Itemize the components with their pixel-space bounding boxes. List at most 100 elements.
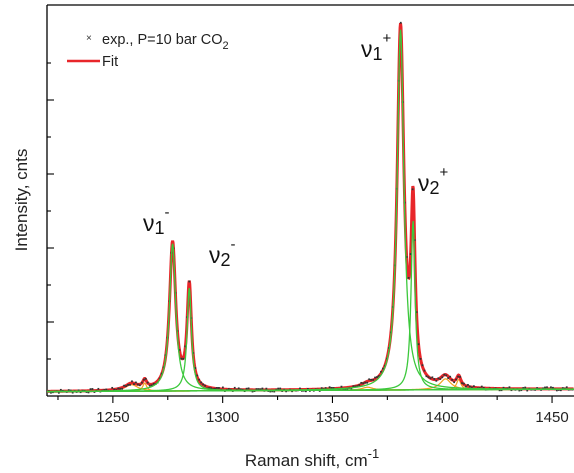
experimental-point (465, 385, 467, 388)
experimental-point (445, 374, 448, 377)
main-component-curve (47, 220, 574, 393)
experimental-point (71, 391, 74, 394)
experimental-points (47, 21, 574, 394)
experimental-point (261, 387, 264, 390)
experimental-point (461, 382, 463, 385)
experimental-point (180, 357, 183, 360)
experimental-point (472, 385, 475, 388)
experimental-point (482, 386, 485, 389)
experimental-point (350, 387, 353, 390)
experimental-point (332, 387, 335, 389)
x-tick-label: 1250 (96, 409, 129, 426)
experimental-point (273, 390, 276, 393)
experimental-point (285, 390, 288, 393)
experimental-point (184, 345, 187, 348)
main-component-curve (47, 288, 574, 393)
x-tick-label: 1350 (316, 409, 349, 426)
experimental-point (520, 389, 523, 392)
experimental-point (358, 384, 361, 386)
experimental-point (304, 390, 307, 393)
experimental-point (498, 389, 501, 392)
experimental-point (366, 381, 369, 384)
experimental-point (417, 343, 420, 346)
experimental-point (376, 376, 378, 378)
experimental-point (480, 385, 483, 388)
experimental-point (340, 385, 343, 388)
experimental-point (279, 387, 282, 390)
experimental-point (251, 390, 254, 393)
experimental-point (524, 386, 527, 389)
experimental-point (459, 376, 461, 378)
x-tick-label: 1300 (206, 409, 239, 426)
experimental-point (178, 349, 181, 351)
experimental-point (415, 311, 418, 314)
experimental-point (435, 379, 438, 382)
experimental-point (526, 389, 529, 392)
experimental-point (113, 388, 116, 391)
experimental-point (214, 387, 216, 390)
experimental-point (457, 375, 459, 378)
experimental-point (324, 387, 327, 389)
experimental-point (131, 380, 133, 383)
experimental-point (429, 377, 432, 380)
experimental-point (463, 382, 465, 385)
experimental-point (306, 388, 309, 390)
peak-label-nu2-plus: ν2+ (418, 164, 449, 198)
experimental-point (399, 21, 402, 24)
experimental-point (500, 389, 503, 392)
experimental-point (437, 377, 440, 380)
legend-marker-experimental: × (86, 33, 92, 44)
y-axis-title: Intensity, cnts (12, 149, 31, 252)
experimental-point (449, 375, 452, 378)
main-component-curve (47, 243, 574, 393)
experimental-point (453, 381, 456, 384)
experimental-point (427, 376, 430, 379)
experimental-point (362, 382, 365, 385)
experimental-point (508, 386, 511, 389)
experimental-point (77, 389, 80, 392)
experimental-point (330, 386, 333, 389)
experimental-point (431, 376, 434, 379)
experimental-point (372, 378, 374, 381)
legend-label-fit: Fit (102, 54, 118, 70)
experimental-point (354, 385, 357, 388)
experimental-point (129, 383, 131, 386)
experimental-point (374, 376, 376, 379)
experimental-point (291, 390, 293, 393)
experimental-point (257, 388, 260, 391)
experimental-point (150, 384, 153, 387)
experimental-point (380, 370, 382, 373)
experimental-point (67, 389, 70, 391)
experimental-point (565, 386, 568, 389)
experimental-point (407, 276, 410, 279)
experimental-point (148, 384, 151, 387)
experimental-point (522, 387, 525, 389)
experimental-point (409, 253, 412, 255)
fit-series-line (47, 22, 574, 393)
peak-label-nu2-minus: ν2- (209, 236, 236, 270)
experimental-point (202, 383, 205, 386)
experimental-point (152, 382, 155, 385)
experimental-point (265, 387, 268, 390)
experimental-point (247, 387, 250, 390)
experimental-point (561, 387, 564, 389)
experimental-point (255, 388, 258, 390)
experimental-point (79, 391, 82, 394)
experimental-point (405, 256, 408, 258)
experimental-point (182, 357, 185, 360)
experimental-point (144, 377, 147, 380)
experimental-point (550, 386, 552, 389)
experimental-point (502, 386, 505, 389)
experimental-point (342, 388, 345, 391)
experimental-point (411, 188, 414, 191)
experimental-point (87, 391, 90, 394)
experimental-point (125, 385, 127, 388)
experimental-point (269, 390, 272, 393)
legend: × exp., P=10 bar CO2 Fit (67, 32, 229, 70)
experimental-point (119, 387, 122, 390)
experimental-point (443, 373, 446, 376)
experimental-point (467, 383, 469, 386)
experimental-point (277, 387, 280, 390)
x-tick-label: 1400 (426, 409, 459, 426)
experimental-point (378, 375, 380, 377)
